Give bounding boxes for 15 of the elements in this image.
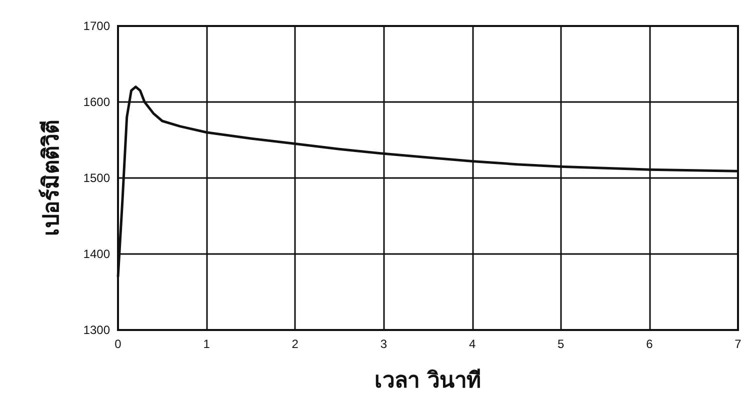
x-tick-label: 5 [558,337,565,351]
y-tick-label: 1700 [83,19,110,33]
y-tick-label: 1500 [83,171,110,185]
x-tick-label: 2 [292,337,299,351]
x-tick-label: 0 [114,337,122,351]
x-tick-label: 7 [734,337,742,351]
x-tick-label: 1 [203,337,210,351]
y-tick-label: 1300 [83,323,110,337]
x-tick-label: 4 [468,337,476,351]
y-tick-label: 1400 [83,247,110,261]
y-axis-title: เปอร์มิตติวิตี [38,120,64,236]
x-axis-title: เวลา วินาที [374,368,482,394]
x-tick-label: 3 [380,337,388,351]
y-tick-label: 1600 [83,95,110,109]
x-tick-label: 6 [646,337,654,351]
